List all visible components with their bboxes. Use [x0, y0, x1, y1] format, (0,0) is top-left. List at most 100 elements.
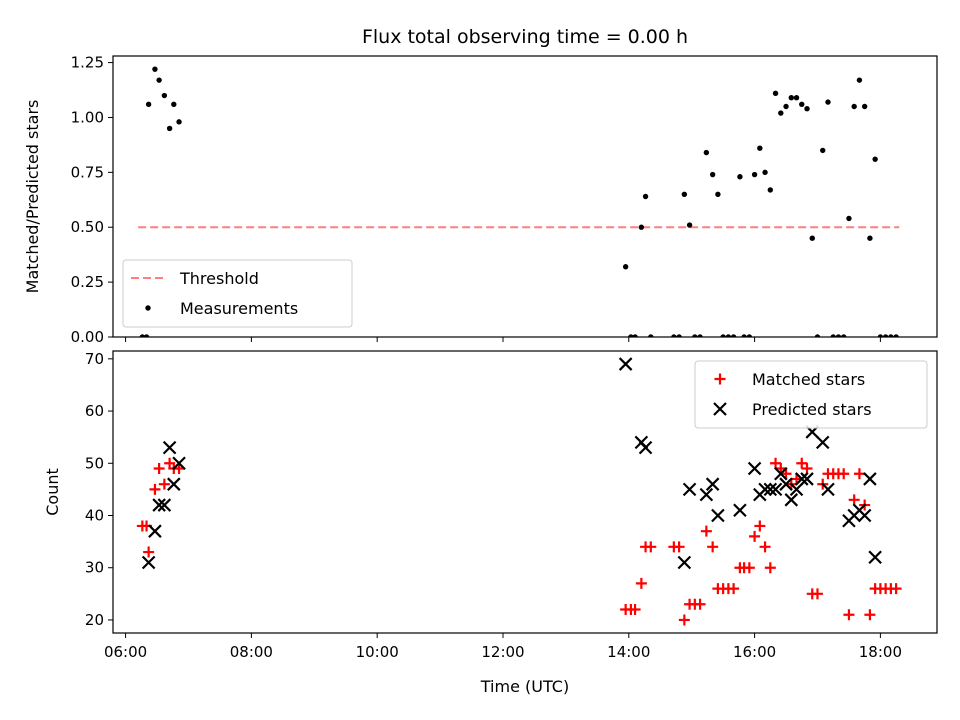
- panel1-y-tick-label-4: 60: [85, 402, 104, 420]
- panel1-series-0: [136, 457, 902, 626]
- panel0-series-0-point-21: [703, 149, 710, 156]
- panel1-series-0-point-4: [153, 463, 165, 474]
- panel1-series-1-point-24: [789, 482, 804, 497]
- panel1-series-0-point-48: [843, 609, 855, 621]
- panel1-series-1-point-25: [794, 472, 809, 486]
- panel1-frame: [112, 350, 938, 634]
- x-axis-label: Time (UTC): [480, 677, 569, 696]
- panel1-series-1-point-2: [152, 498, 166, 512]
- panel0-series-0-point-36: [783, 103, 789, 110]
- panel0-series-0-point-3: [152, 66, 158, 72]
- panel1-series-0-point-52: [864, 609, 876, 621]
- panel0-series-0-point-17: [681, 191, 688, 198]
- panel1-series-0-point-38: [791, 473, 803, 485]
- panel1-series-1-point-7: [618, 357, 633, 371]
- panel1-series-0-point-42: [811, 588, 823, 600]
- panel0-series-0-point-38: [793, 95, 800, 101]
- panel0-series-0-point-6: [166, 125, 173, 132]
- panel0-series-0-point-32: [762, 169, 768, 176]
- panel1-series-1-point-26: [800, 472, 814, 486]
- panel0-series-0-point-45: [830, 334, 836, 337]
- panel1-series-1-point-21: [774, 466, 788, 481]
- panel1-series-1-point-20: [768, 482, 783, 497]
- panel1-series-1-point-14: [711, 508, 725, 523]
- panel1-series-0-point-16: [673, 541, 685, 553]
- panel0-series-0-point-5: [161, 92, 168, 99]
- panel1-series-1-point-9: [638, 440, 653, 455]
- panel0-y-tick-label-0: 0.00: [71, 328, 104, 346]
- panel0-y-tick-label-2: 0.50: [71, 218, 104, 236]
- panel0-series-0-point-18: [686, 222, 693, 228]
- panel0-y-tick-label-5: 1.25: [71, 54, 104, 72]
- panel1-series-0-point-34: [770, 457, 782, 469]
- panel1-series-0-point-17: [678, 614, 690, 626]
- panel1-series-1-point-12: [699, 487, 714, 502]
- panel0-y-tick-label-4: 1.00: [71, 108, 104, 126]
- panel1-series-1-point-19: [763, 482, 778, 497]
- panel1-series-0-point-30: [749, 530, 761, 542]
- panel1-y-axis-label: Count: [43, 468, 62, 516]
- panel1-x-tick-label-3: 12:00: [481, 643, 524, 661]
- top-panel: 0.00 0.25 0.50 0.75 1.00 1.25 Matched/Predicte…: [23, 54, 938, 346]
- panel0-series-0-point-14: [648, 334, 654, 337]
- panel1-series-1-point-35: [868, 550, 882, 565]
- panel0-series-0-point-33: [767, 187, 774, 193]
- panel0-series-0-point-47: [840, 334, 847, 337]
- panel0-series-0: [139, 66, 899, 337]
- panel1-series-0-point-22: [707, 541, 719, 553]
- panel1-series-1-point-33: [857, 508, 872, 523]
- panel1-y-tick-label-1: 30: [85, 559, 104, 577]
- panel1-y-tick-label-2: 40: [85, 507, 104, 525]
- panel0-series-0-point-34: [772, 90, 779, 97]
- panel0-legend-label-0: Threshold: [179, 269, 259, 288]
- panel1-series-0-point-40: [801, 463, 813, 474]
- panel1-series-0-point-20: [694, 598, 706, 610]
- panel1-series-0-point-11: [629, 604, 641, 615]
- panel1-series-1-point-34: [863, 472, 877, 486]
- panel0-series-0-point-54: [877, 334, 884, 337]
- panel0-series-0-point-10: [628, 334, 634, 337]
- panel0-series-0-point-37: [788, 95, 794, 101]
- panel1-y-tick-label-3: 50: [85, 454, 104, 472]
- panel0-series-0-point-25: [725, 334, 732, 337]
- panel0-series-0-point-27: [737, 174, 743, 180]
- panel0-series-0-point-26: [730, 334, 737, 337]
- panel1-series-1: [141, 357, 882, 570]
- panel0-series-0-point-53: [872, 156, 878, 162]
- panel1-series-1-point-29: [821, 482, 835, 497]
- panel0-series-0-point-15: [671, 334, 677, 337]
- panel1-legend-handle-1: [713, 402, 727, 416]
- panel1-legend-handle-0: [714, 373, 726, 385]
- panel1-series-0-point-29: [743, 562, 755, 574]
- panel0-series-0-point-16: [676, 334, 682, 337]
- panel0-legend: Threshold Measurements: [122, 259, 353, 328]
- panel1-x-tick-label-6: 18:00: [859, 643, 902, 661]
- panel0-series-0-point-2: [145, 101, 152, 107]
- panel0-series-0-point-39: [799, 101, 805, 107]
- bottom-panel: 20 30 40 50 60 70 06:00 08:00 10:00 12:00 14:00 16:…: [43, 350, 938, 661]
- panel0-series-0-point-8: [176, 119, 182, 125]
- panel0-series-0-point-31: [757, 145, 763, 151]
- panel0-y-tick-label-1: 0.25: [71, 273, 104, 291]
- panel0-series-0-point-24: [720, 334, 726, 337]
- panel1-series-0-point-14: [645, 541, 657, 553]
- panel1-series-0-point-33: [764, 562, 776, 574]
- panel1-data-layer: [136, 357, 902, 626]
- panel0-series-0-point-40: [804, 105, 810, 112]
- panel0-series-0-point-19: [692, 334, 698, 337]
- panel0-series-0-point-12: [638, 224, 645, 230]
- panel1-series-0-point-57: [890, 583, 902, 595]
- panel1-series-0-point-21: [700, 525, 712, 537]
- panel1-series-1-point-3: [157, 498, 172, 512]
- panel1-series-1-point-15: [733, 503, 747, 518]
- panel1-series-1-point-1: [148, 524, 162, 538]
- panel0-series-0-point-0: [139, 334, 146, 337]
- chart-title: Flux total observing time = 0.00 h: [362, 26, 688, 48]
- panel0-frame: [112, 55, 938, 338]
- panel1-x-tick-label-4: 14:00: [607, 643, 650, 661]
- panel0-series-0-point-20: [697, 334, 703, 337]
- panel0-series-0-point-28: [741, 334, 747, 337]
- panel0-series-0-point-22: [709, 171, 716, 178]
- panel0-y-tick-label-3: 0.75: [71, 163, 104, 181]
